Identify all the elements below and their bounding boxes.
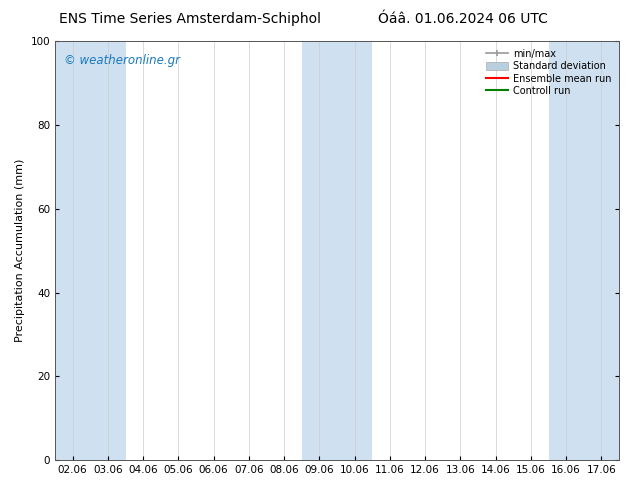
- Y-axis label: Precipitation Accumulation (mm): Precipitation Accumulation (mm): [15, 159, 25, 343]
- Text: Óáâ. 01.06.2024 06 UTC: Óáâ. 01.06.2024 06 UTC: [378, 12, 548, 26]
- Bar: [548, 41, 584, 460]
- Bar: [584, 41, 619, 460]
- Bar: [302, 41, 337, 460]
- Bar: [55, 41, 90, 460]
- Bar: [90, 41, 126, 460]
- Legend: min/max, Standard deviation, Ensemble mean run, Controll run: min/max, Standard deviation, Ensemble me…: [484, 46, 614, 99]
- Bar: [337, 41, 372, 460]
- Text: © weatheronline.gr: © weatheronline.gr: [63, 53, 179, 67]
- Text: ENS Time Series Amsterdam-Schiphol: ENS Time Series Amsterdam-Schiphol: [59, 12, 321, 26]
